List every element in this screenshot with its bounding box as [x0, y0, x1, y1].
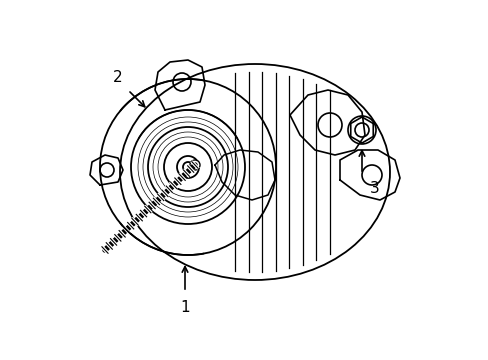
Circle shape — [190, 160, 200, 170]
Text: 1: 1 — [180, 301, 189, 315]
Circle shape — [347, 116, 375, 144]
Text: 2: 2 — [113, 69, 122, 85]
Text: 3: 3 — [369, 180, 379, 195]
